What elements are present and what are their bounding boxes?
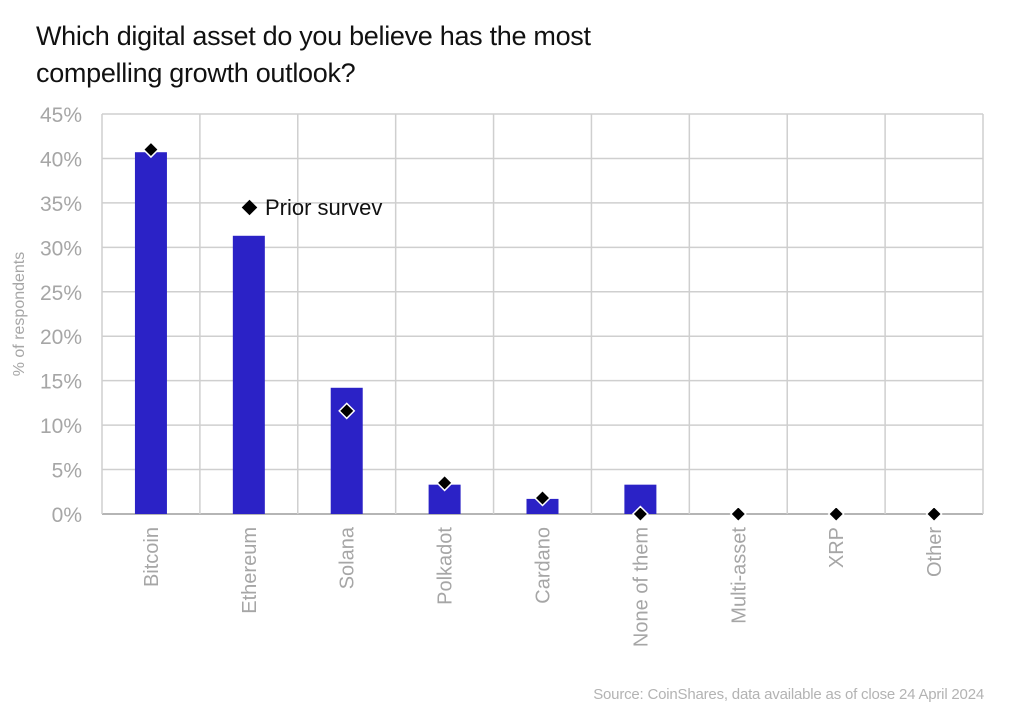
y-tick-label: 0%	[52, 504, 82, 527]
chart-title-line-1: Which digital asset do you believe has t…	[36, 21, 591, 51]
y-tick-label: 25%	[40, 282, 82, 305]
x-tick-label: Ethereum	[239, 527, 261, 614]
x-tick-label: XRP	[826, 527, 848, 568]
prior-survey-diamond-icon	[827, 505, 845, 523]
y-tick-label: 30%	[40, 237, 82, 260]
x-tick-label: Multi-asset	[728, 527, 750, 624]
x-tick-label: Bitcoin	[141, 527, 163, 587]
prior-survey-diamond-icon	[729, 505, 747, 523]
legend-label: Prior survev	[265, 195, 382, 220]
prior-survey-diamond-icon	[925, 505, 943, 523]
prior-survey-diamond-icon	[436, 474, 454, 492]
y-tick-label: 40%	[40, 148, 82, 171]
prior-survey-diamond-icon	[142, 140, 160, 159]
bars	[134, 152, 657, 514]
y-tick-label: 35%	[40, 193, 82, 216]
prior-survey-diamond-icon	[338, 402, 356, 420]
chart-title: Which digital asset do you believe has t…	[36, 18, 736, 92]
y-axis-ticks: 0% 5% 10% 15% 20% 25% 30% 35% 40% 45%	[40, 104, 82, 527]
x-tick-label: None of them	[630, 527, 652, 647]
x-tick-label: Other	[924, 527, 946, 577]
chart-title-line-2: compelling growth outlook?	[36, 58, 356, 88]
legend: Prior survev	[241, 195, 382, 220]
x-axis-labels: Bitcoin Ethereum Solana Polkadot Cardano None…	[141, 526, 946, 647]
x-tick-label: Solana	[337, 526, 359, 589]
y-tick-label: 45%	[40, 104, 82, 127]
prior-survey-diamond-icon	[533, 489, 552, 507]
y-tick-label: 15%	[40, 371, 82, 394]
source-note: Source: CoinShares, data available as of…	[593, 686, 984, 703]
bar-bitcoin	[134, 152, 167, 514]
prior-survey-diamond-icon	[631, 505, 649, 523]
bar-ethereum	[232, 235, 265, 514]
y-tick-label: 5%	[52, 460, 82, 483]
y-tick-label: 20%	[40, 326, 82, 349]
y-tick-label: 10%	[40, 415, 82, 438]
x-tick-label: Cardano	[533, 527, 555, 604]
prior-survey-markers	[142, 140, 943, 523]
legend-diamond-icon	[241, 199, 258, 216]
x-tick-label: Polkadot	[435, 527, 457, 605]
